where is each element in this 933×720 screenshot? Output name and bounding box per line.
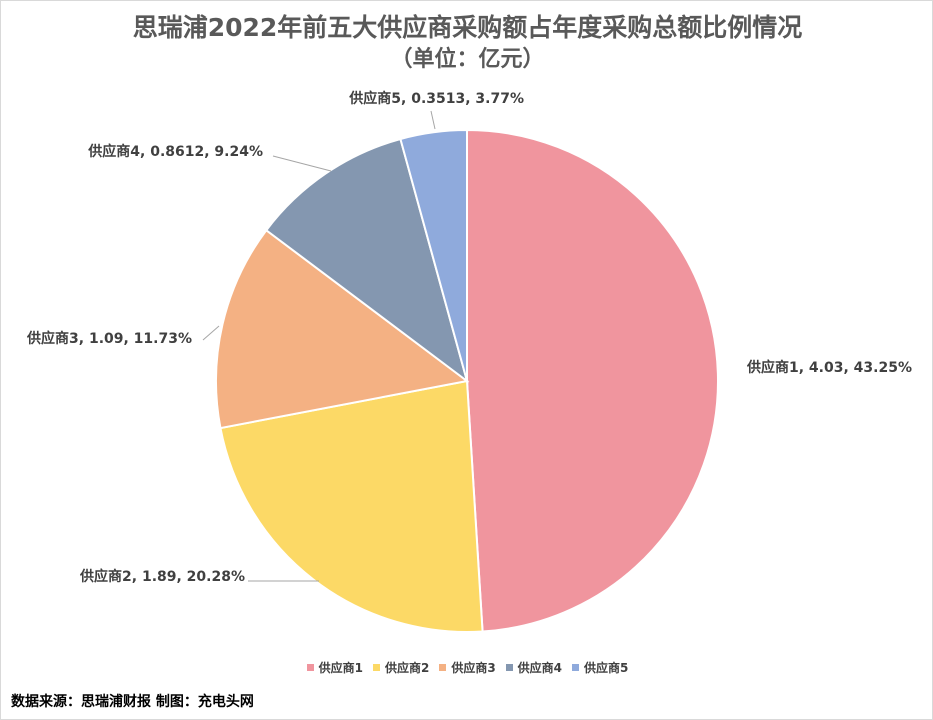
legend-swatch-5 <box>572 664 580 671</box>
data-label-3: 供应商3, 1.09, 11.73% <box>26 330 192 347</box>
legend-item-1: 供应商1 <box>306 659 363 676</box>
data-label-4: 供应商4, 0.8612, 9.24% <box>87 143 263 160</box>
legend-item-2: 供应商2 <box>372 659 430 676</box>
legend-item-3: 供应商3 <box>439 659 496 676</box>
legend-swatch-1 <box>306 664 314 671</box>
source-note: 数据来源：思瑞浦财报 制图：充电头网 <box>11 694 254 710</box>
leader-line-3 <box>202 325 220 341</box>
data-label-1: 供应商1, 4.03, 43.25% <box>746 359 912 376</box>
data-label-5: 供应商5, 0.3513, 3.77% <box>348 90 524 107</box>
chart-legend: 供应商1 供应商2 供应商3 供应商4 供应商5 <box>1 659 933 676</box>
legend-swatch-4 <box>505 664 513 671</box>
legend-label-2: 供应商2 <box>384 661 430 675</box>
leader-line-4 <box>272 155 332 172</box>
data-label-2: 供应商2, 1.89, 20.28% <box>79 568 245 585</box>
legend-label-5: 供应商5 <box>584 661 629 675</box>
legend-label-4: 供应商4 <box>517 661 563 675</box>
legend-swatch-3 <box>439 664 447 671</box>
legend-item-4: 供应商4 <box>505 659 563 676</box>
leader-line-5 <box>430 110 436 130</box>
pie-slice-5 <box>399 128 468 382</box>
pie-slice-2 <box>219 379 484 633</box>
legend-label-1: 供应商1 <box>318 661 363 675</box>
legend-swatch-2 <box>372 664 380 671</box>
chart-subtitle: （单位：亿元） <box>390 47 545 72</box>
legend-item-5: 供应商5 <box>572 659 628 676</box>
pie-slice-3 <box>215 228 470 430</box>
legend-label-3: 供应商3 <box>451 661 496 675</box>
chart-title: 思瑞浦2022年前五大供应商采购额占年度采购总额比例情况 <box>132 13 803 42</box>
pie-slice-1 <box>466 128 719 633</box>
